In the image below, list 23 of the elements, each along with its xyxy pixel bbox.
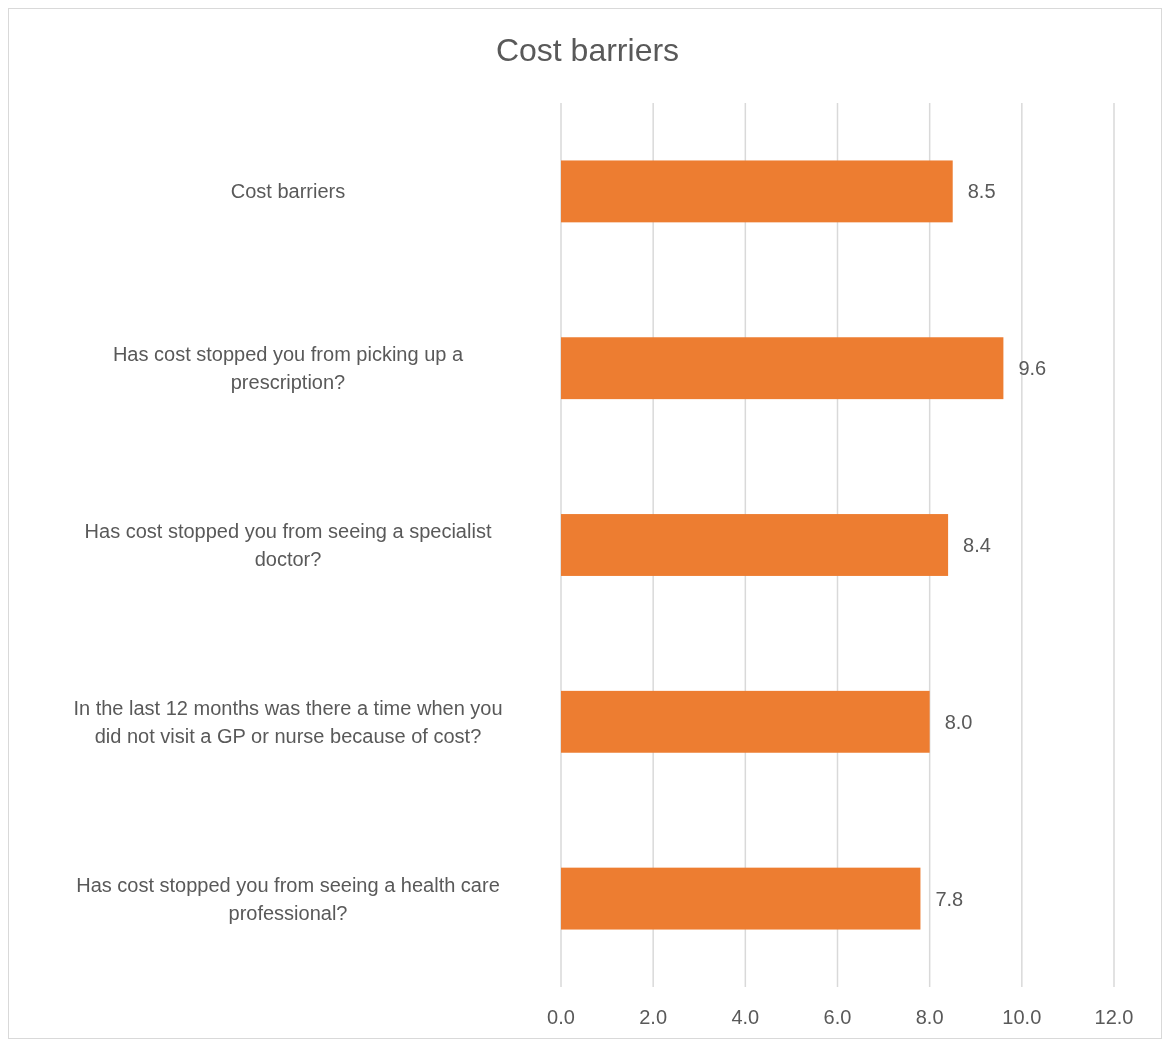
x-tick-label: 12.0 — [1094, 1006, 1134, 1028]
y-tick-label: In the last 12 months was there a time when you did not visit a GP or nurse because of cost? — [73, 696, 503, 747]
bar — [561, 690, 930, 753]
y-tick-label: Has cost stopped you from picking up a prescription? — [112, 343, 464, 394]
chart-title: Cost barriers — [495, 32, 680, 69]
y-tick-label: Has cost stopped you from seeing a health care professional? — [76, 873, 500, 924]
x-tick-label: 10.0 — [1002, 1006, 1042, 1028]
data-label: 8.4 — [963, 534, 991, 556]
x-tick-label: 6.0 — [823, 1006, 852, 1028]
data-label: 9.6 — [1018, 357, 1047, 380]
x-tick-label: 8.0 — [915, 1006, 944, 1028]
data-label: 7.8 — [935, 887, 964, 910]
bar — [561, 160, 953, 223]
y-tick-label: Has cost stopped you from seeing a specialist doctor? — [84, 520, 492, 570]
x-tick-label: 2.0 — [639, 1006, 668, 1028]
data-label: 8.5 — [967, 180, 996, 203]
bar — [561, 514, 949, 576]
y-tick-label: Cost barriers — [230, 180, 346, 203]
x-tick-label: 0.0 — [547, 1006, 575, 1028]
bar — [561, 867, 921, 930]
bar — [561, 337, 1004, 400]
data-label: 8.0 — [944, 710, 973, 733]
x-tick-label: 4.0 — [731, 1006, 760, 1028]
